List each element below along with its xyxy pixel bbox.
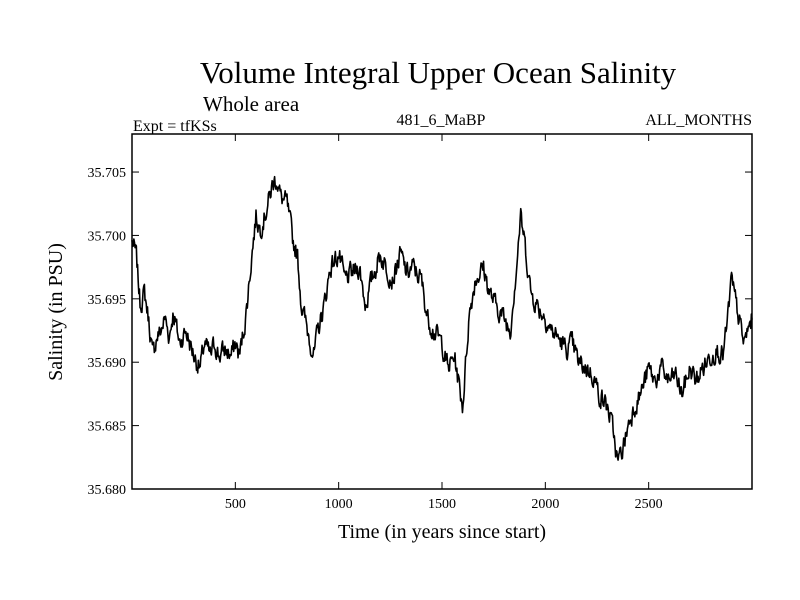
y-axis-ticks: 35.680 35.685 35.690 35.695 35.700 35.705	[88, 166, 752, 498]
y-tick-label: 35.690	[88, 356, 127, 371]
x-tick-label: 1500	[428, 497, 456, 512]
x-axis-ticks: 500 1000 1500 2000 2500	[225, 134, 663, 512]
y-tick-label: 35.705	[88, 166, 127, 181]
x-axis-label: Time (in years since start)	[338, 521, 546, 543]
y-tick-label: 35.695	[88, 293, 127, 308]
x-tick-label: 1000	[325, 497, 353, 512]
x-tick-label: 2500	[635, 497, 663, 512]
plot-frame	[131, 133, 753, 490]
months-label: ALL_MONTHS	[645, 112, 752, 129]
run-label: 481_6_MaBP	[397, 112, 486, 129]
experiment-label: Expt = tfKSs	[133, 118, 217, 135]
y-axis-label: Salinity (in PSU)	[45, 243, 67, 381]
y-tick-label: 35.685	[88, 420, 127, 435]
chart-title: Volume Integral Upper Ocean Salinity	[200, 55, 677, 90]
salinity-series-line	[131, 175, 753, 461]
y-tick-label: 35.700	[88, 229, 127, 244]
y-tick-label: 35.680	[88, 483, 127, 498]
x-tick-label: 2000	[531, 497, 559, 512]
x-tick-label: 500	[225, 497, 246, 512]
chart-subtitle: Whole area	[203, 92, 300, 116]
